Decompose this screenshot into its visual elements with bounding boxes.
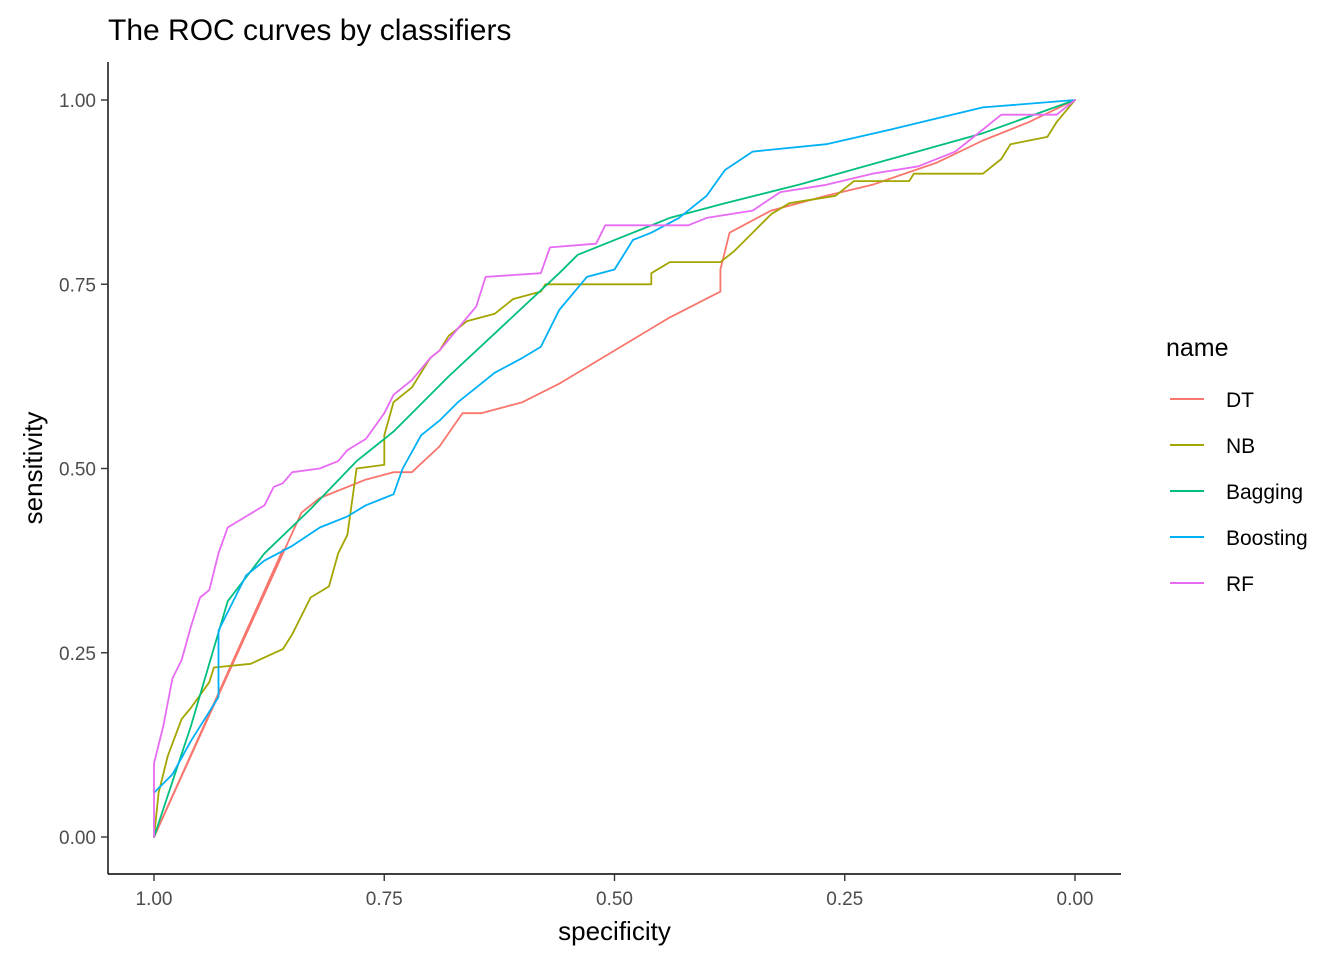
legend-items: DT NB Bagging Boosting RF: [1170, 389, 1308, 596]
y-tick-label: 1.00: [59, 91, 96, 112]
y-tick-label: 0.75: [59, 275, 96, 296]
plot-lines: [153, 99, 1076, 838]
series-line-bagging: [153, 99, 1076, 838]
legend-label-rf: RF: [1226, 573, 1254, 596]
legend-label-dt: DT: [1226, 389, 1254, 412]
legend: name DT NB Bagging Boosting RF: [1166, 334, 1308, 596]
x-tick-label: 0.00: [1057, 889, 1094, 910]
series-line-boosting: [153, 99, 1076, 794]
chart-title: The ROC curves by classifiers: [108, 14, 511, 47]
x-axis-ticks: 1.00 0.75 0.50 0.25 0.00: [136, 874, 1094, 910]
series-line-nb: [153, 99, 1076, 838]
legend-label-nb: NB: [1226, 435, 1255, 458]
legend-label-boosting: Boosting: [1226, 527, 1308, 550]
y-tick-label: 0.00: [59, 828, 96, 849]
x-tick-label: 0.50: [596, 889, 633, 910]
legend-title: name: [1166, 334, 1229, 362]
series-line-dt: [153, 99, 1076, 838]
series-line-rf: [153, 99, 1076, 838]
legend-label-bagging: Bagging: [1226, 481, 1303, 504]
x-tick-label: 0.75: [366, 889, 403, 910]
y-tick-label: 0.50: [59, 460, 96, 481]
y-axis-ticks: 0.00 0.25 0.50 0.75 1.00: [59, 91, 108, 849]
y-tick-label: 0.25: [59, 644, 96, 665]
x-tick-label: 1.00: [136, 889, 173, 910]
y-axis-title: sensitivity: [18, 412, 48, 525]
x-tick-label: 0.25: [826, 889, 863, 910]
x-axis-title: specificity: [558, 916, 671, 946]
